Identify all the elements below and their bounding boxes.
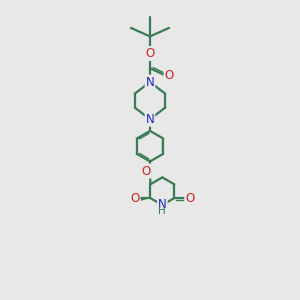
Text: H: H: [158, 206, 166, 216]
Text: O: O: [164, 69, 174, 82]
Text: O: O: [185, 192, 194, 205]
Text: N: N: [146, 76, 154, 88]
Text: N: N: [146, 113, 154, 126]
Text: O: O: [142, 164, 151, 178]
Text: O: O: [130, 192, 140, 205]
Text: N: N: [158, 199, 167, 212]
Text: O: O: [146, 47, 154, 60]
